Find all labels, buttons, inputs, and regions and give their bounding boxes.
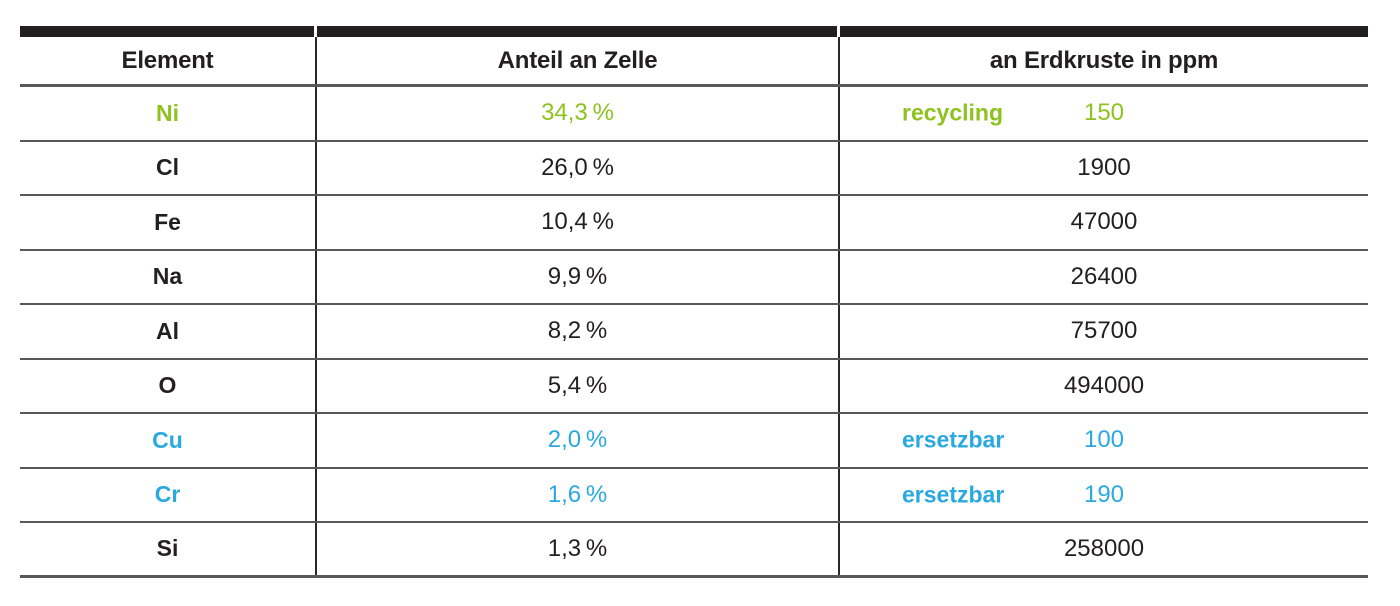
element-cell: Ni: [20, 87, 317, 140]
table-row: Na 9,9 % 26400: [20, 250, 1368, 305]
column-header-element-label: Element: [121, 46, 214, 74]
table-row: Cl 26,0 % 1900: [20, 141, 1368, 196]
ppm-cell: 75700: [840, 305, 1368, 358]
ppm-cell: recycling 150: [840, 87, 1368, 140]
column-header-element: Element: [20, 37, 317, 84]
top-bar-segment: [317, 26, 840, 37]
element-symbol: Si: [156, 535, 179, 562]
element-cell: Cu: [20, 414, 317, 467]
share-value: 9,9 %: [547, 262, 608, 290]
top-bar-segment: [840, 26, 1368, 37]
ppm-cell: 494000: [840, 360, 1368, 413]
share-value: 2,0 %: [547, 426, 608, 454]
share-value: 5,4 %: [547, 371, 608, 399]
ppm-cell: 26400: [840, 251, 1368, 304]
ppm-cell: 47000: [840, 196, 1368, 249]
ppm-cell: 1900: [840, 142, 1368, 195]
share-value: 26,0 %: [541, 153, 614, 181]
share-cell: 10,4 %: [317, 196, 840, 249]
table-row: Cu 2,0 % ersetzbar 100: [20, 414, 1368, 469]
element-symbol: Cl: [156, 154, 179, 181]
table-row: Si 1,3 % 258000: [20, 523, 1368, 578]
table-row: Al 8,2 % 75700: [20, 305, 1368, 360]
ppm-value: 1900: [1077, 153, 1131, 181]
ppm-cell: ersetzbar 190: [840, 469, 1368, 522]
share-value: 1,6 %: [547, 480, 608, 508]
table-row: Cr 1,6 % ersetzbar 190: [20, 468, 1368, 523]
share-cell: 34,3 %: [317, 87, 840, 140]
share-cell: 1,6 %: [317, 468, 840, 521]
ppm-cell: 258000: [840, 523, 1368, 575]
share-cell: 9,9 %: [317, 250, 840, 303]
table-top-bar: [20, 26, 1368, 37]
share-value: 1,3 %: [547, 534, 608, 562]
element-cell: Cr: [20, 468, 317, 521]
column-header-share: Anteil an Zelle: [317, 37, 840, 84]
table-row: Ni 34,3 % recycling 150: [20, 87, 1368, 142]
ppm-value: 190: [1083, 480, 1125, 508]
table-row: Fe 10,4 % 47000: [20, 196, 1368, 251]
share-value: 34,3 %: [541, 99, 614, 127]
share-value: 8,2 %: [547, 317, 608, 345]
element-symbol: Na: [152, 263, 183, 290]
share-cell: 26,0 %: [317, 141, 840, 194]
ppm-value: 26400: [1070, 262, 1138, 290]
element-cell: O: [20, 359, 317, 412]
ppm-value: 150: [1083, 99, 1125, 127]
element-symbol: Al: [156, 317, 179, 344]
table-header-row: Element Anteil an Zelle an Erdkruste in …: [20, 37, 1368, 87]
column-header-ppm: an Erdkruste in ppm: [840, 37, 1368, 84]
element-symbol: Fe: [154, 208, 181, 235]
share-value: 10,4 %: [541, 208, 614, 236]
ppm-annotation: ersetzbar: [902, 481, 1005, 508]
ppm-value: 75700: [1070, 317, 1138, 345]
column-header-ppm-label: an Erdkruste in ppm: [989, 46, 1219, 74]
ppm-annotation: recycling: [902, 99, 1003, 126]
share-cell: 8,2 %: [317, 305, 840, 358]
share-cell: 1,3 %: [317, 523, 840, 575]
element-cell: Fe: [20, 196, 317, 249]
element-cell: Al: [20, 305, 317, 358]
ppm-cell: ersetzbar 100: [840, 414, 1368, 467]
element-symbol: Cu: [152, 426, 183, 453]
ppm-value: 100: [1083, 426, 1125, 454]
element-cell: Na: [20, 250, 317, 303]
column-header-share-label: Anteil an Zelle: [497, 46, 658, 74]
top-bar-segment: [20, 26, 317, 37]
share-cell: 2,0 %: [317, 414, 840, 467]
element-table: Element Anteil an Zelle an Erdkruste in …: [20, 26, 1368, 578]
share-cell: 5,4 %: [317, 359, 840, 412]
element-symbol: Ni: [156, 99, 179, 126]
table-body: Ni 34,3 % recycling 150 Cl 26,0 % 1900 F…: [20, 87, 1368, 578]
element-symbol: O: [158, 372, 177, 399]
ppm-value: 47000: [1070, 208, 1138, 236]
ppm-value: 258000: [1063, 534, 1145, 562]
element-cell: Cl: [20, 141, 317, 194]
table-row: O 5,4 % 494000: [20, 359, 1368, 414]
ppm-annotation: ersetzbar: [902, 426, 1005, 453]
ppm-value: 494000: [1063, 371, 1145, 399]
element-symbol: Cr: [154, 481, 181, 508]
element-cell: Si: [20, 523, 317, 575]
